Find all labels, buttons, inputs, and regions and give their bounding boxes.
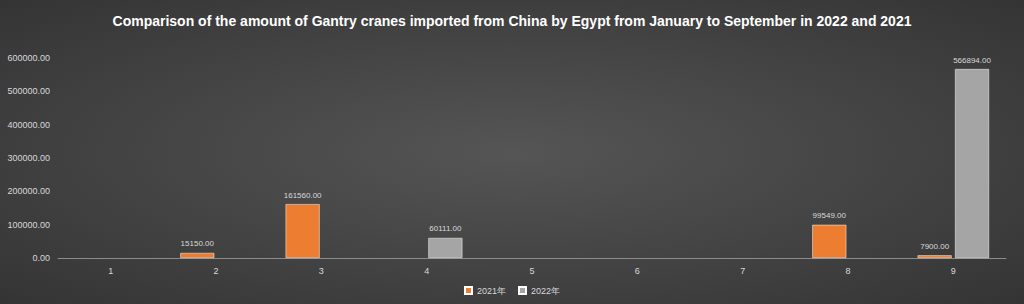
svg-text:600000.00: 600000.00: [7, 53, 50, 63]
svg-text:60111.00: 60111.00: [429, 224, 462, 233]
svg-text:99549.00: 99549.00: [813, 211, 847, 220]
svg-text:566894.00: 566894.00: [953, 56, 991, 65]
svg-text:5: 5: [529, 266, 534, 276]
svg-text:15150.00: 15150.00: [181, 239, 215, 248]
svg-text:7900.00: 7900.00: [920, 242, 949, 251]
svg-text:500000.00: 500000.00: [7, 86, 50, 96]
svg-text:0.00: 0.00: [32, 253, 50, 263]
svg-text:300000.00: 300000.00: [7, 153, 50, 163]
svg-text:2022年: 2022年: [531, 286, 560, 296]
svg-text:100000.00: 100000.00: [7, 220, 50, 230]
svg-text:9: 9: [951, 266, 956, 276]
svg-text:Comparison of the amount of Ga: Comparison of the amount of Gantry crane…: [113, 13, 912, 29]
svg-text:161560.00: 161560.00: [284, 191, 322, 200]
svg-text:6: 6: [635, 266, 640, 276]
svg-text:200000.00: 200000.00: [7, 186, 50, 196]
svg-text:2: 2: [213, 266, 218, 276]
svg-text:1: 1: [108, 266, 113, 276]
svg-text:2021年: 2021年: [477, 286, 506, 296]
svg-text:4: 4: [424, 266, 429, 276]
svg-text:3: 3: [319, 266, 324, 276]
svg-text:8: 8: [845, 266, 850, 276]
svg-text:7: 7: [740, 266, 745, 276]
svg-text:400000.00: 400000.00: [7, 120, 50, 130]
